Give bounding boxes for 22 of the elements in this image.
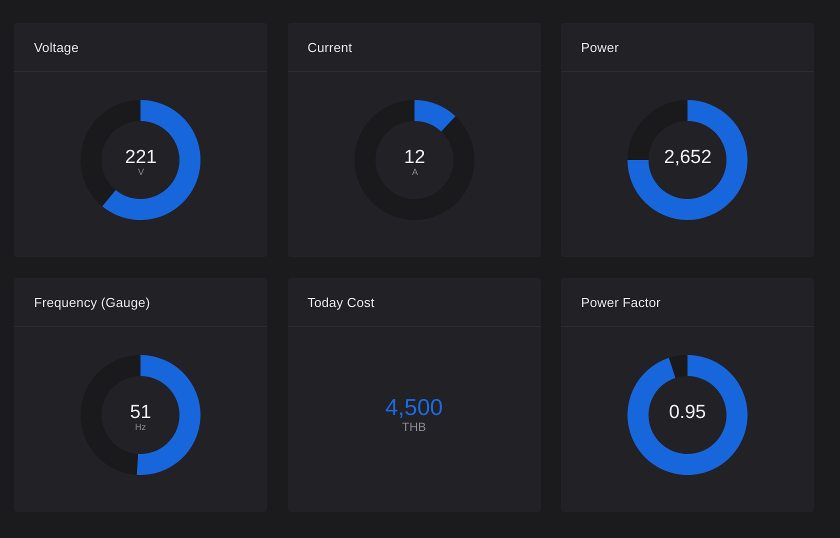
text: THB — [402, 420, 426, 434]
chart-title: Power — [581, 40, 619, 54]
text: V — [138, 167, 144, 177]
text: 0.95 — [669, 402, 706, 423]
chart-title: Power Factor — [581, 294, 661, 310]
text: 51 — [130, 402, 152, 423]
text: 221 — [125, 147, 157, 168]
text: 2,652 — [664, 147, 712, 168]
donut-slice — [354, 100, 474, 220]
donut-slice — [628, 100, 748, 220]
donut-slice — [668, 355, 688, 378]
chart-title: Frequency (Gauge) — [34, 294, 150, 310]
donut-slice — [628, 355, 748, 475]
text: 4,500 — [385, 394, 443, 420]
text: A — [412, 167, 418, 177]
text: Hz — [135, 422, 146, 432]
text: Today Cost — [308, 294, 375, 310]
text: 12 — [404, 147, 425, 168]
donut-slice — [414, 100, 456, 132]
chart-title: Voltage — [34, 40, 79, 54]
chart-title: Current — [308, 40, 352, 54]
donut-slice — [102, 100, 200, 220]
